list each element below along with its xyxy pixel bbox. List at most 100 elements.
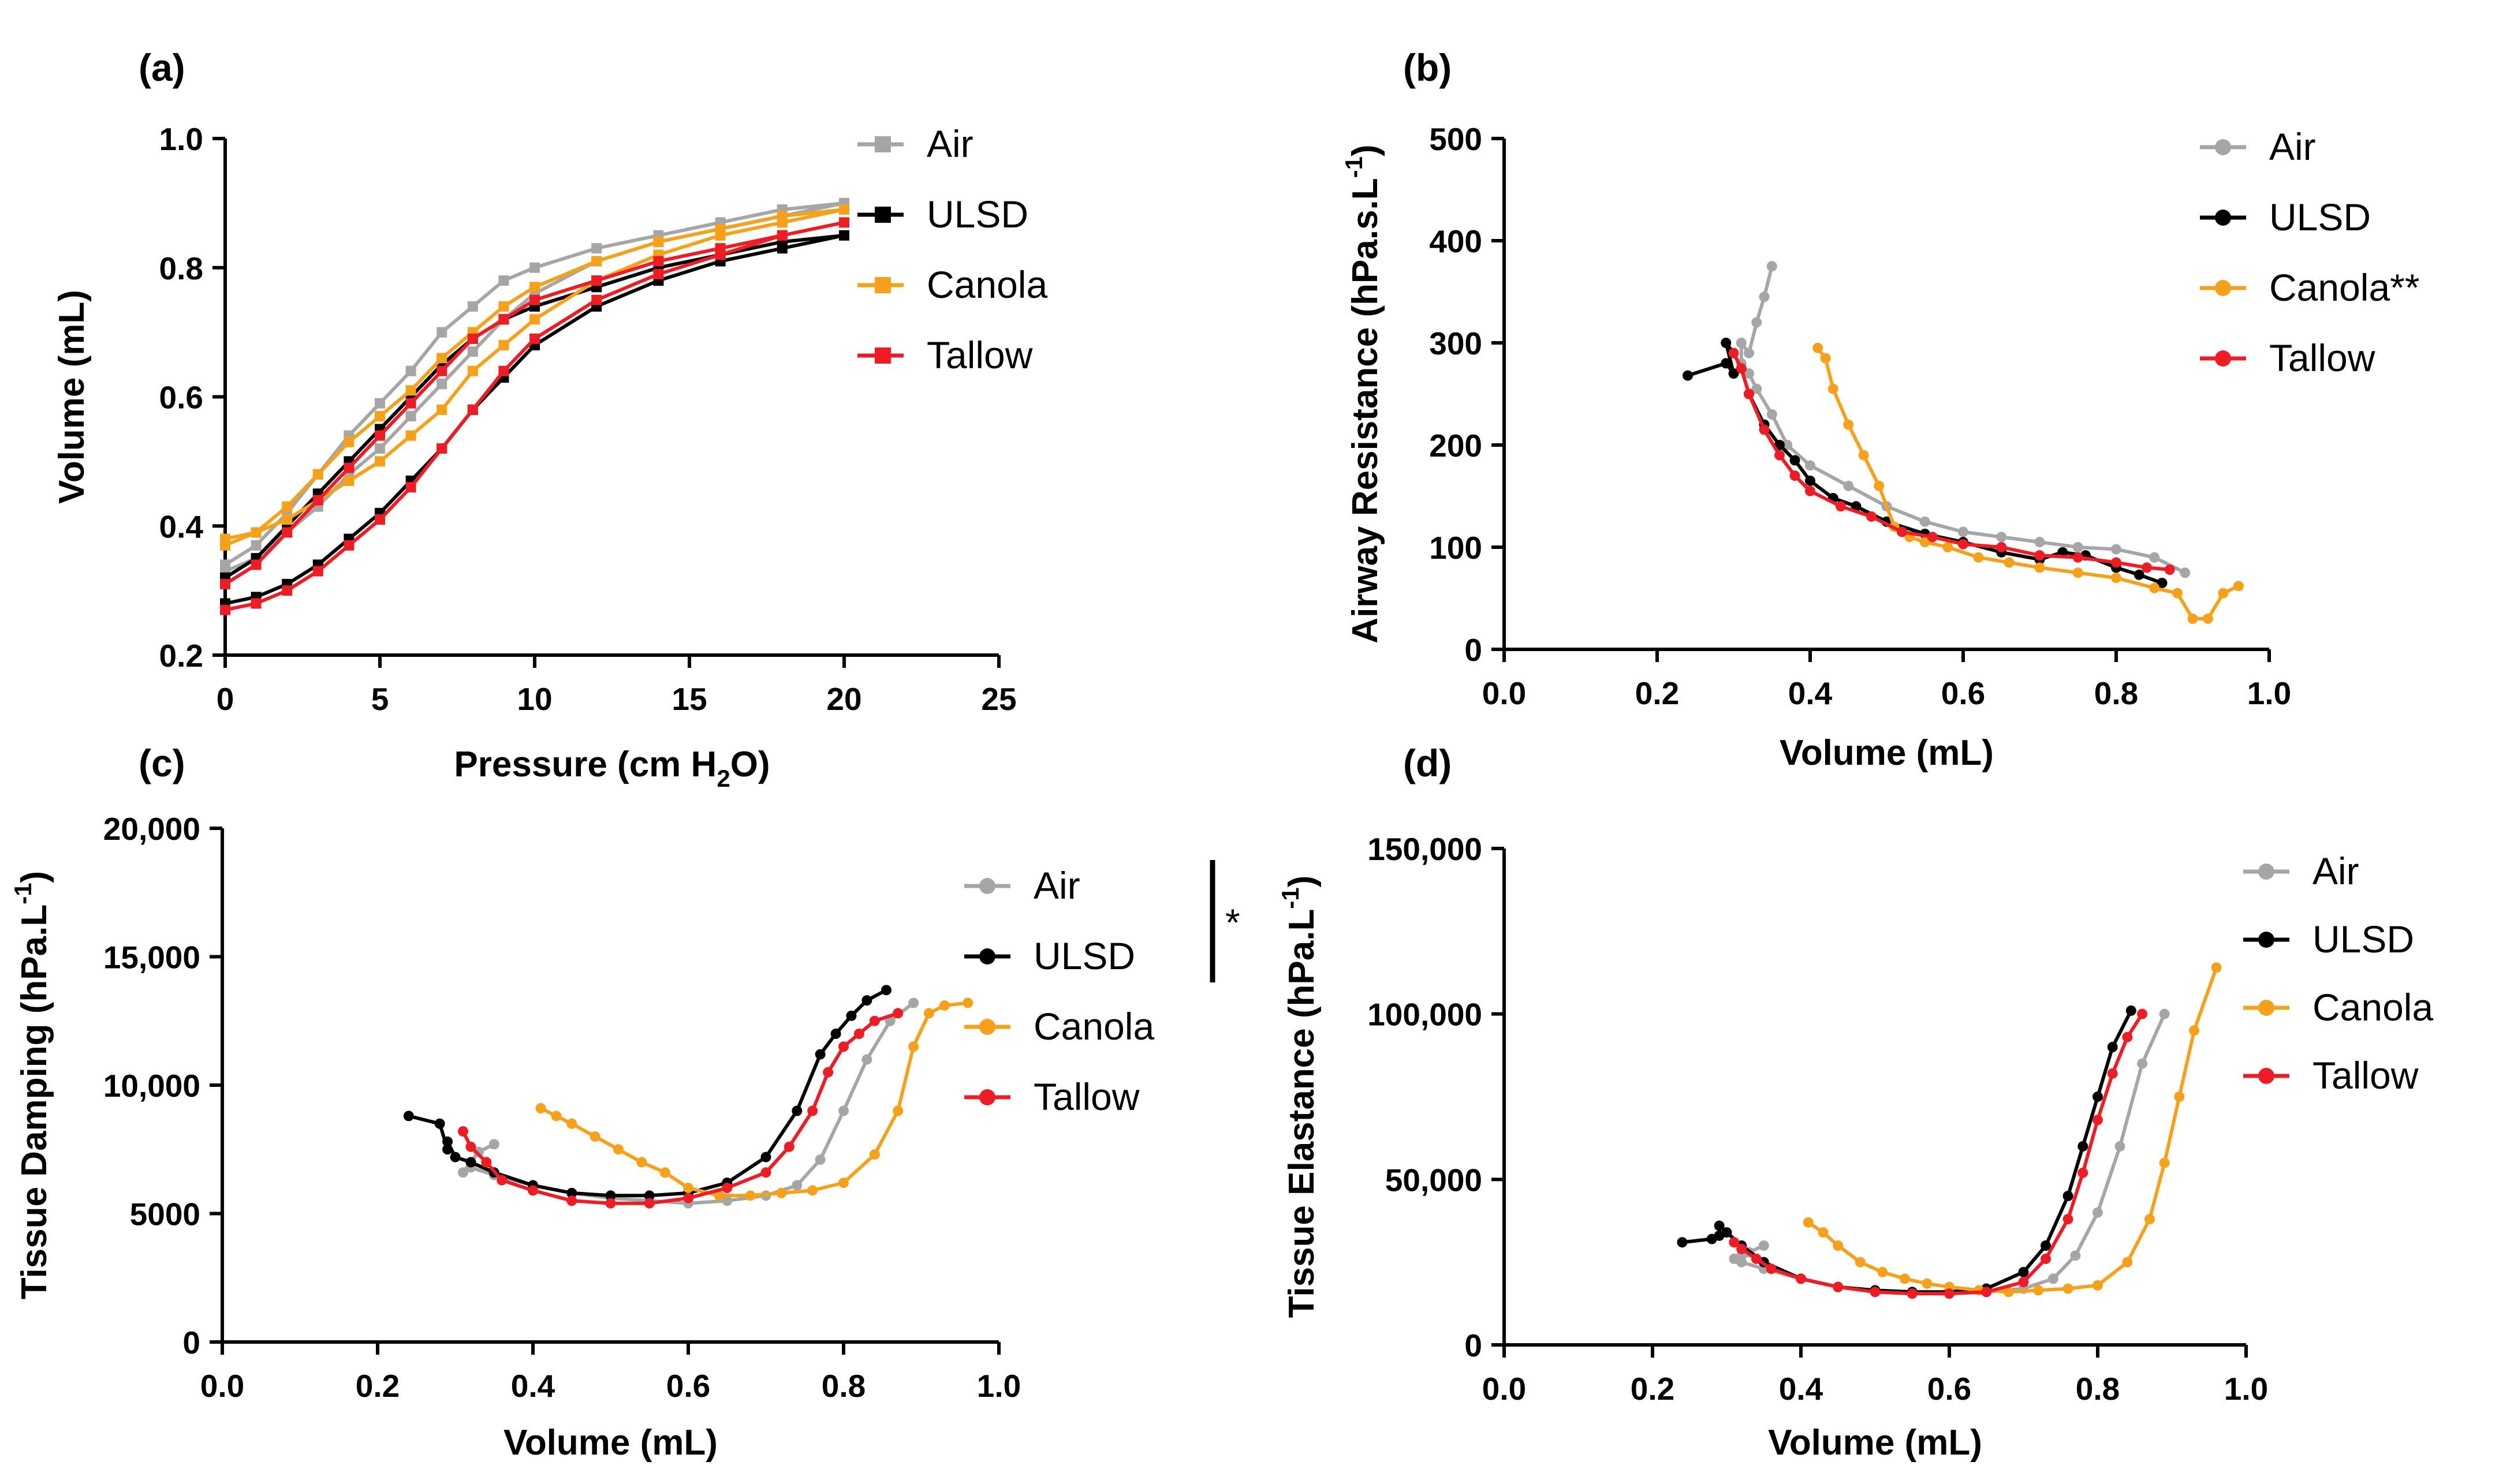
x-tick-label: 0.4	[511, 1368, 555, 1404]
legend-label: Tallow	[2312, 1054, 2419, 1097]
data-point	[2172, 588, 2183, 599]
data-point	[437, 365, 447, 376]
data-point	[1843, 480, 1854, 491]
data-point	[529, 314, 540, 325]
data-point	[442, 1144, 453, 1155]
x-tick-label: 1.0	[2224, 1371, 2268, 1407]
data-point	[450, 1152, 461, 1162]
y-tick-label: 300	[1429, 326, 1482, 361]
data-point	[2159, 1008, 2170, 1019]
data-point	[442, 1136, 453, 1147]
data-point	[715, 243, 726, 254]
y-tick-label: 400	[1429, 223, 1482, 259]
series-tallow	[1729, 1008, 2148, 1299]
panel-label: (a)	[139, 46, 185, 89]
data-point	[251, 598, 262, 609]
x-tick-label: 5	[371, 681, 389, 717]
data-point	[636, 1157, 647, 1168]
data-point	[2062, 1214, 2073, 1225]
y-tick-label: 0	[1464, 1328, 1482, 1363]
data-point	[2142, 562, 2152, 573]
data-point	[939, 1000, 950, 1011]
y-tick-label: 150,000	[1367, 831, 1482, 867]
data-point	[1996, 532, 2007, 543]
data-point	[1766, 1264, 1777, 1274]
x-tick-label: 0	[217, 681, 234, 717]
data-point	[1919, 537, 1930, 548]
data-point	[251, 559, 262, 570]
data-point	[2092, 1280, 2103, 1291]
y-axis-title: Airway Resistance (hPa.s.L-1)	[1340, 144, 1385, 643]
y-tick-label: 0.4	[159, 509, 204, 544]
x-tick-label: 0.6	[1941, 675, 1985, 711]
data-point	[1721, 1227, 1732, 1238]
series-canola	[535, 997, 973, 1201]
data-point	[2174, 1091, 2185, 1102]
y-tick-label: 20,000	[103, 811, 200, 847]
data-point	[1774, 450, 1785, 461]
series-line	[1807, 967, 2218, 1294]
chart-panel-2: (c) 0.0 0.2 0.4 0.6 0.8 1.0 0 5000 10,000 15,000 20…	[9, 742, 1240, 1463]
data-point	[251, 527, 262, 538]
data-point	[2092, 1091, 2103, 1102]
data-point	[437, 404, 447, 415]
data-point	[220, 578, 230, 589]
data-point	[644, 1190, 655, 1201]
data-point	[465, 1141, 476, 1152]
legend-item-canola: Canola	[964, 1005, 1154, 1048]
data-point	[683, 1193, 693, 1203]
legend-label: Air	[1034, 864, 1080, 907]
series-air	[1729, 1008, 2170, 1299]
data-point	[535, 1103, 546, 1114]
data-point	[405, 411, 416, 422]
data-point	[566, 1187, 577, 1198]
data-point	[457, 1167, 468, 1178]
data-point	[2137, 1008, 2148, 1019]
data-point	[481, 1157, 492, 1168]
data-point	[1758, 1240, 1769, 1251]
data-point	[1805, 475, 1815, 486]
data-point	[653, 268, 664, 279]
data-point	[823, 1067, 834, 1078]
data-point	[344, 436, 355, 447]
data-point	[881, 985, 892, 996]
x-tick-label: 0.8	[2094, 675, 2138, 711]
data-point	[1766, 261, 1777, 272]
legend-marker	[2258, 1000, 2274, 1016]
data-point	[1866, 511, 1877, 522]
y-tick-label: 0.8	[159, 251, 203, 286]
data-point	[1958, 539, 1968, 550]
data-point	[2062, 1283, 2073, 1294]
data-point	[2180, 567, 2191, 578]
chart-panel-1: (b) 0.0 0.2 0.4 0.6 0.8 1.0 0 100 200 300 400 500 Vol…	[1340, 46, 2420, 773]
legend-marker	[2215, 210, 2231, 226]
data-point	[2034, 550, 2045, 561]
data-point	[2041, 1253, 2052, 1264]
data-point	[1836, 501, 1846, 512]
series-tallow	[220, 217, 849, 615]
data-point	[437, 379, 447, 390]
legend-item-ulsd: ULSD	[857, 193, 1028, 236]
legend-marker	[979, 1019, 995, 1035]
data-point	[2133, 569, 2144, 580]
data-point	[815, 1154, 826, 1165]
legend-item-air: Air	[2243, 850, 2359, 892]
data-point	[2122, 1031, 2133, 1042]
panel-label: (b)	[1403, 46, 1452, 89]
data-point	[2072, 552, 2083, 563]
data-point	[590, 1131, 600, 1142]
x-tick-label: 0.4	[1788, 675, 1833, 711]
data-point	[405, 398, 416, 409]
data-point	[1751, 383, 1762, 394]
legend-marker	[875, 347, 891, 364]
series-line	[1732, 1013, 2166, 1296]
data-point	[467, 301, 478, 312]
data-point	[282, 501, 293, 512]
legend-label: Tallow	[2269, 337, 2375, 379]
legend-marker	[2258, 932, 2274, 948]
data-point	[497, 1175, 508, 1186]
x-tick-label: 0.4	[1779, 1371, 1823, 1407]
data-point	[838, 1105, 849, 1116]
data-point	[2149, 552, 2160, 563]
